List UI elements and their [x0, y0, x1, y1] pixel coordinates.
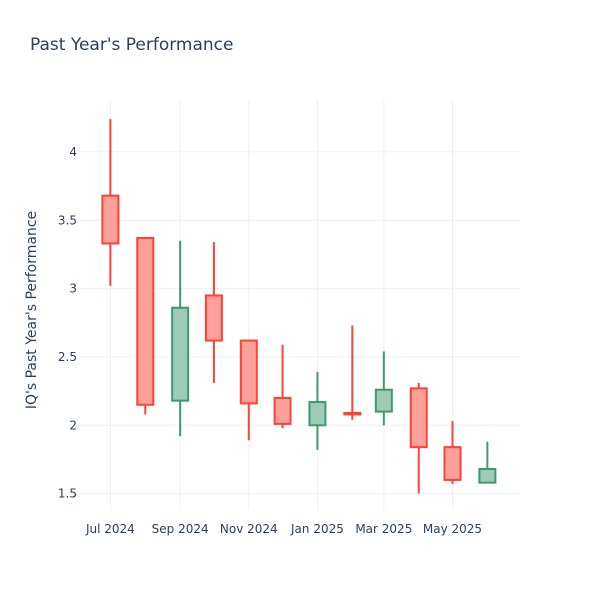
candle-decreasing [204, 242, 223, 383]
candle-body [308, 401, 327, 427]
candle-body [273, 396, 292, 425]
x-tick-label: Mar 2025 [355, 522, 412, 536]
candle-body [101, 194, 120, 245]
x-tick-label: Nov 2024 [220, 522, 278, 536]
x-tick-label: Jan 2025 [290, 522, 344, 536]
candle-body [171, 306, 190, 402]
candle-decreasing [101, 119, 120, 286]
candle-increasing [374, 351, 393, 426]
chart-title: Past Year's Performance [30, 35, 234, 55]
y-tick-label: 2 [69, 418, 77, 432]
y-tick-label: 3 [69, 282, 77, 296]
x-tick-label: May 2025 [423, 522, 482, 536]
candle-decreasing [136, 237, 155, 415]
y-tick-label: 4 [69, 145, 77, 159]
y-tick-label: 2.5 [58, 350, 77, 364]
candle-decreasing [239, 339, 258, 441]
candle-decreasing [409, 382, 428, 494]
candle-decreasing [273, 344, 292, 428]
candle-decreasing [443, 421, 462, 485]
candles [101, 119, 497, 494]
candle-decreasing [343, 325, 362, 420]
y-tick-label: 1.5 [58, 487, 77, 501]
x-tick-label: Jul 2024 [85, 522, 135, 536]
candle-increasing [308, 371, 327, 450]
x-tick-label: Sep 2024 [152, 522, 209, 536]
y-axis-title: IQ's Past Year's Performance [24, 211, 40, 409]
candle-increasing [478, 441, 497, 484]
candle-body [136, 237, 155, 406]
x-axis-ticks: Jul 2024 Sep 2024 Nov 2024 Jan 2025 Mar 2025… [85, 522, 482, 536]
y-axis-ticks: 1.5 2 2.5 3 3.5 4 [58, 145, 77, 501]
candle-increasing [171, 240, 190, 437]
candle-body [239, 339, 258, 405]
y-tick-label: 3.5 [58, 213, 77, 227]
candle-body [409, 387, 428, 449]
candle-body [374, 388, 393, 413]
candle-body [343, 411, 362, 416]
candle-body [443, 446, 462, 481]
candle-body [478, 468, 497, 484]
candle-body [204, 294, 223, 342]
